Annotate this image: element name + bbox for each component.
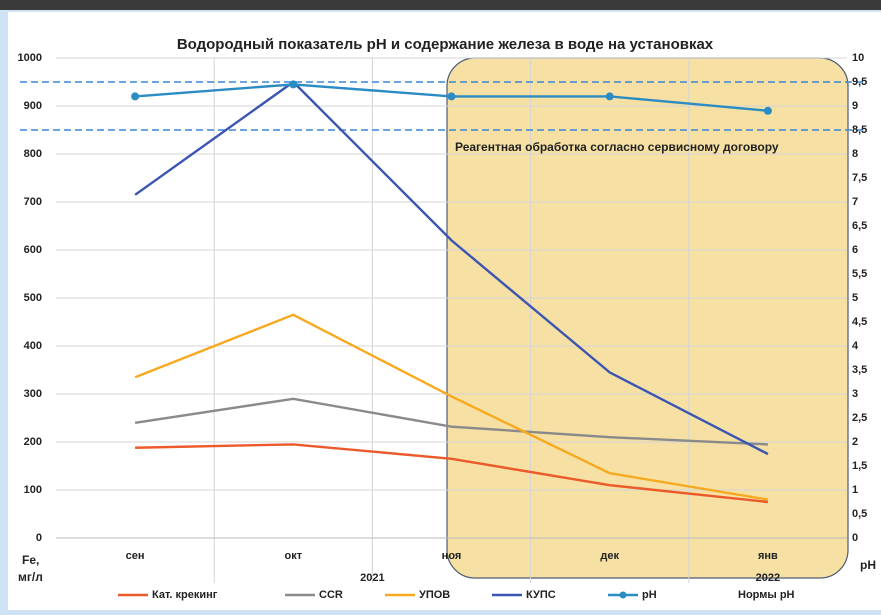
y2-tick-label: 4,5	[852, 316, 867, 328]
y2-tick-label: 10	[852, 52, 864, 64]
y2-tick-label: 0	[852, 532, 858, 544]
legend-label: Кат. крекинг	[152, 589, 218, 601]
y-tick-label: 600	[24, 244, 42, 256]
x-tick-label: дек	[600, 550, 619, 562]
point	[764, 107, 772, 115]
legend-label: pH	[642, 589, 657, 601]
x-group-label: 2022	[756, 572, 780, 584]
y2-tick-label: 5,5	[852, 268, 867, 280]
legend-label: КУПС	[526, 589, 556, 601]
y2-label: pH	[860, 558, 876, 572]
y2-tick-label: 6,5	[852, 220, 867, 232]
y2-tick-label: 8	[852, 148, 858, 160]
y-tick-label: 0	[36, 532, 42, 544]
y2-tick-label: 7,5	[852, 172, 867, 184]
x-tick-label: ноя	[442, 550, 462, 562]
y2-tick-label: 1	[852, 484, 858, 496]
point	[289, 80, 297, 88]
y-tick-label: 500	[24, 292, 42, 304]
y2-tick-label: 2,5	[852, 412, 867, 424]
y2-tick-label: 7	[852, 196, 858, 208]
y2-tick-label: 5	[852, 292, 858, 304]
y-tick-label: 700	[24, 196, 42, 208]
y-label: Fe,	[22, 553, 39, 567]
chart-title: Водородный показатель pH и содержание же…	[177, 36, 714, 53]
y-tick-label: 100	[24, 484, 42, 496]
y2-tick-label: 1,5	[852, 460, 867, 472]
y-label: мг/л	[18, 570, 43, 584]
y-tick-label: 800	[24, 148, 42, 160]
chart: Водородный показатель pH и содержание же…	[0, 0, 881, 610]
top-strip	[0, 0, 881, 10]
point	[606, 92, 614, 100]
x-group-label: 2021	[360, 572, 384, 584]
y2-tick-label: 4	[852, 340, 859, 352]
y2-tick-label: 3	[852, 388, 858, 400]
y-tick-label: 1000	[18, 52, 42, 64]
y2-tick-label: 9	[852, 100, 858, 112]
treatment-region	[447, 58, 848, 578]
x-tick-label: янв	[758, 550, 778, 562]
legend-marker	[620, 592, 627, 599]
y-tick-label: 400	[24, 340, 42, 352]
point	[131, 92, 139, 100]
page: Водородный показатель pH и содержание же…	[0, 0, 881, 610]
y-tick-label: 200	[24, 436, 42, 448]
legend-label: УПОВ	[419, 589, 450, 601]
point	[448, 92, 456, 100]
y2-tick-label: 9,5	[852, 76, 867, 88]
x-tick-label: сен	[126, 550, 145, 562]
y2-tick-label: 2	[852, 436, 858, 448]
legend-label: CCR	[319, 589, 343, 601]
x-tick-label: окт	[284, 550, 302, 562]
y2-tick-label: 8,5	[852, 124, 867, 136]
annotation: Реагентная обработка согласно сервисному…	[455, 140, 779, 154]
y-tick-label: 300	[24, 388, 42, 400]
y2-tick-label: 3,5	[852, 364, 867, 376]
y2-tick-label: 6	[852, 244, 858, 256]
y2-tick-label: 0,5	[852, 508, 867, 520]
y-tick-label: 900	[24, 100, 42, 112]
legend-label: Нормы pH	[738, 589, 795, 601]
